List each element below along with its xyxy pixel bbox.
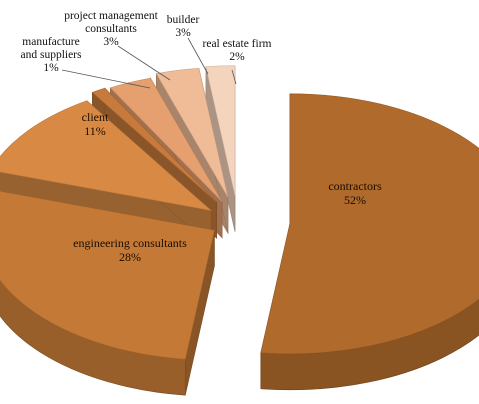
pie-slice-6 xyxy=(205,65,236,232)
leader-line-3 xyxy=(231,69,237,85)
pie-slice-0 xyxy=(260,93,479,391)
leader-line-1 xyxy=(117,45,171,81)
pie-slice-top xyxy=(260,93,479,355)
slice-label-realestate-name: real estate firm xyxy=(202,38,272,50)
slice-label-engineering-name: engineering consultants xyxy=(73,236,187,250)
pie-slice-side xyxy=(260,298,479,391)
slice-label-client-pct: 11% xyxy=(84,124,106,138)
pie-slice-top xyxy=(155,68,229,198)
pie-slice-top xyxy=(109,77,223,203)
slice-label-client-name: client xyxy=(81,110,109,124)
pie-slice-top xyxy=(0,100,213,212)
slice-label-contractors-name: contractors xyxy=(328,179,382,193)
slice-label-real-estate-firm: real estate firm 2% xyxy=(192,38,282,64)
slice-label-pm-pct: 3% xyxy=(103,36,119,48)
pie-slice-1 xyxy=(0,190,215,396)
pie-slice-top xyxy=(91,87,217,203)
slice-label-manufacture-pct: 1% xyxy=(43,62,59,74)
slice-label-manufacture-suppliers: manufacture and suppliers 1% xyxy=(10,36,92,75)
slice-label-builder-pct: 3% xyxy=(175,27,191,39)
leader-line-0 xyxy=(61,69,151,89)
slice-label-builder: builder 3% xyxy=(160,14,206,40)
slice-label-contractors-pct: 52% xyxy=(344,193,366,207)
pie-slice-top xyxy=(205,65,236,196)
slice-label-manufacture-line1: manufacture xyxy=(22,36,80,48)
leader-line-2 xyxy=(187,37,209,75)
slice-label-realestate-pct: 2% xyxy=(229,51,245,63)
pie-slice-top xyxy=(0,190,215,360)
slice-label-contractors: contractors 52% xyxy=(300,179,410,207)
slice-label-project-management: project management consultants 3% xyxy=(56,10,166,49)
slice-label-client: client 11% xyxy=(70,110,120,138)
slice-label-builder-name: builder xyxy=(166,14,200,26)
slice-label-pm-line1: project management xyxy=(64,10,158,22)
slice-label-engineering-pct: 28% xyxy=(119,250,141,264)
slice-label-pm-line2: consultants xyxy=(85,23,137,35)
slice-label-engineering-consultants: engineering consultants 28% xyxy=(55,236,205,264)
slice-label-manufacture-line2: and suppliers xyxy=(20,49,82,61)
